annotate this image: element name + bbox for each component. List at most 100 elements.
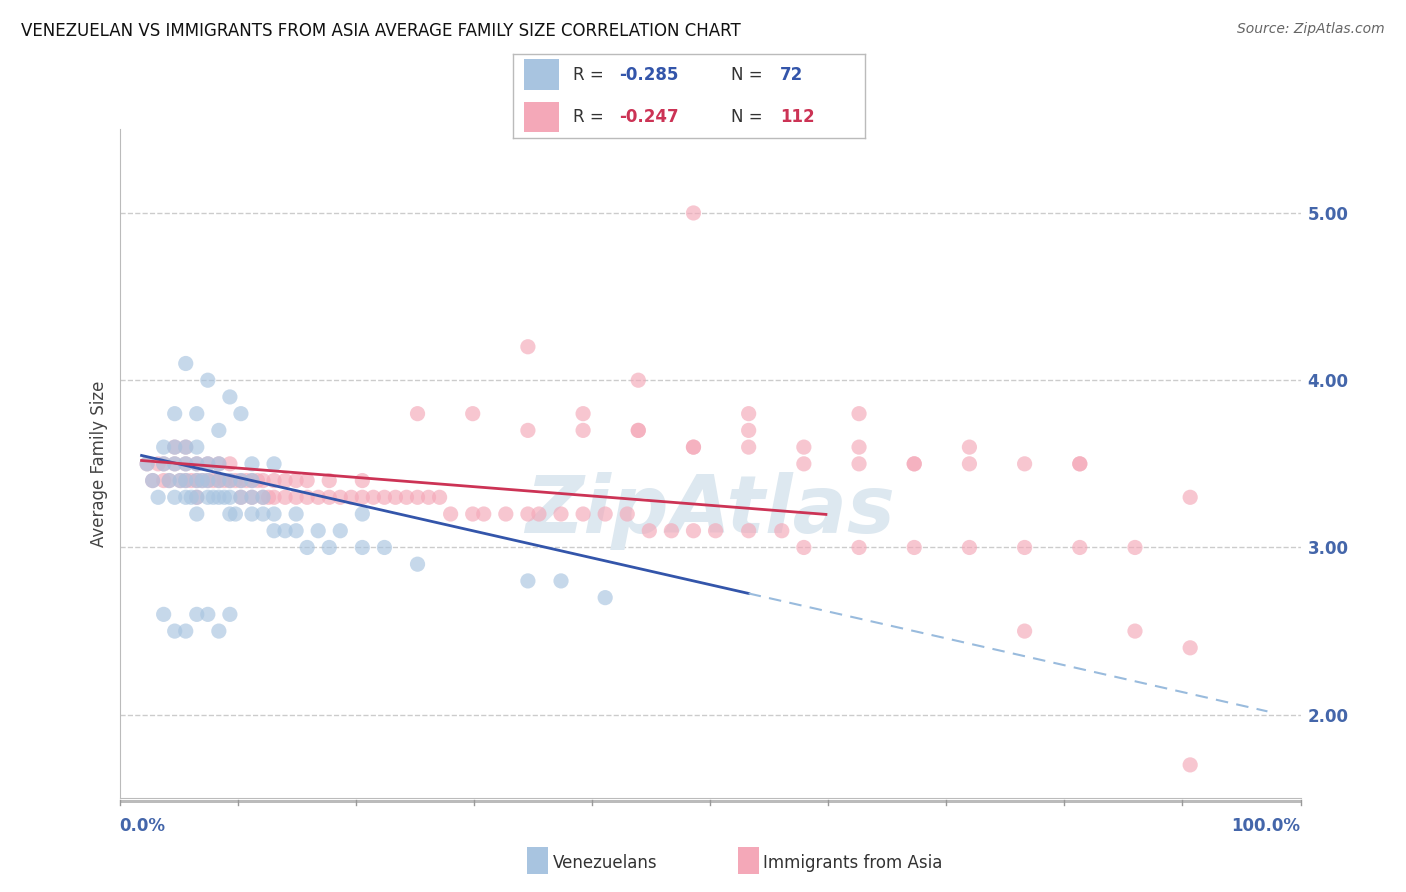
Point <box>252 474 274 488</box>
Point <box>440 507 463 521</box>
Point <box>572 407 595 421</box>
Point <box>174 457 197 471</box>
Point <box>516 574 538 588</box>
Point <box>163 407 186 421</box>
Text: ZipAtlas: ZipAtlas <box>524 472 896 549</box>
Point <box>240 507 263 521</box>
Point <box>229 474 252 488</box>
Point <box>285 474 308 488</box>
Point <box>197 457 219 471</box>
Point <box>142 474 165 488</box>
Point <box>1014 541 1036 555</box>
Point <box>240 491 263 505</box>
Point <box>593 507 616 521</box>
Point <box>682 524 704 538</box>
Point <box>263 491 285 505</box>
Point <box>229 407 252 421</box>
Point <box>406 557 429 572</box>
Bar <box>523 60 558 90</box>
Point <box>146 457 169 471</box>
Point <box>848 457 870 471</box>
Point <box>274 474 297 488</box>
Point <box>229 474 252 488</box>
Point <box>329 524 352 538</box>
Text: N =: N = <box>731 108 768 126</box>
Point <box>208 474 231 488</box>
Point <box>285 524 308 538</box>
Point <box>163 440 186 454</box>
Point <box>352 507 374 521</box>
Point <box>186 407 208 421</box>
Point <box>208 624 231 639</box>
Point <box>329 491 352 505</box>
Point <box>186 457 208 471</box>
Point <box>550 507 572 521</box>
Point <box>957 541 980 555</box>
Point <box>174 457 197 471</box>
Point <box>240 457 263 471</box>
Point <box>627 424 650 438</box>
Point <box>661 524 683 538</box>
Point <box>516 424 538 438</box>
Point <box>174 624 197 639</box>
Point <box>197 607 219 622</box>
Point <box>136 457 159 471</box>
Point <box>157 474 180 488</box>
Point <box>208 424 231 438</box>
Bar <box>523 102 558 132</box>
Text: -0.285: -0.285 <box>619 66 678 84</box>
Point <box>157 474 180 488</box>
Point <box>903 457 925 471</box>
Point <box>318 491 340 505</box>
Point <box>352 541 374 555</box>
Point <box>682 206 704 220</box>
Point <box>186 440 208 454</box>
Point <box>146 491 169 505</box>
Point <box>263 457 285 471</box>
Point <box>1069 457 1091 471</box>
Point <box>186 607 208 622</box>
Point <box>152 474 174 488</box>
Point <box>307 491 329 505</box>
Point <box>307 524 329 538</box>
Point <box>240 491 263 505</box>
Point <box>214 474 236 488</box>
Point <box>516 507 538 521</box>
Point <box>793 440 815 454</box>
Point <box>163 457 186 471</box>
Point <box>406 407 429 421</box>
Point <box>186 507 208 521</box>
Point <box>627 373 650 387</box>
Point <box>263 507 285 521</box>
Point <box>246 474 269 488</box>
Point <box>340 491 363 505</box>
Point <box>295 541 318 555</box>
Point <box>214 491 236 505</box>
Point <box>737 407 759 421</box>
Text: R =: R = <box>574 108 609 126</box>
Text: VENEZUELAN VS IMMIGRANTS FROM ASIA AVERAGE FAMILY SIZE CORRELATION CHART: VENEZUELAN VS IMMIGRANTS FROM ASIA AVERA… <box>21 22 741 40</box>
Point <box>229 491 252 505</box>
Point <box>318 541 340 555</box>
Text: 72: 72 <box>780 66 804 84</box>
Point <box>903 541 925 555</box>
Point <box>235 474 257 488</box>
Point <box>406 491 429 505</box>
Point <box>352 474 374 488</box>
Point <box>191 474 214 488</box>
Point <box>737 524 759 538</box>
Point <box>240 474 263 488</box>
Point <box>295 474 318 488</box>
Point <box>472 507 495 521</box>
Point <box>219 607 242 622</box>
Point <box>197 457 219 471</box>
Point <box>219 507 242 521</box>
Point <box>957 457 980 471</box>
Point <box>180 474 202 488</box>
Point <box>208 474 231 488</box>
Point <box>174 491 197 505</box>
Point <box>363 491 385 505</box>
Point <box>186 491 208 505</box>
Y-axis label: Average Family Size: Average Family Size <box>90 381 108 547</box>
Point <box>174 357 197 371</box>
